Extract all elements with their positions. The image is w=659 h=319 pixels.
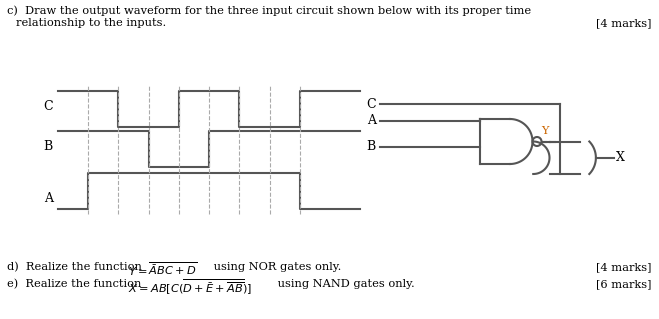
- Text: A: A: [44, 192, 53, 205]
- Text: relationship to the inputs.: relationship to the inputs.: [16, 18, 166, 28]
- Text: c)  Draw the output waveform for the three input circuit shown below with its pr: c) Draw the output waveform for the thre…: [7, 5, 531, 16]
- Text: X: X: [616, 151, 625, 164]
- Text: Y: Y: [541, 127, 548, 137]
- Text: e)  Realize the function: e) Realize the function: [7, 279, 145, 289]
- Text: B: B: [43, 139, 53, 152]
- Text: [4 marks]: [4 marks]: [596, 18, 652, 28]
- Text: d)  Realize the function: d) Realize the function: [7, 262, 146, 272]
- Text: $Y = \overline{\bar{A}BC + D}$: $Y = \overline{\bar{A}BC + D}$: [128, 261, 197, 278]
- Text: using NAND gates only.: using NAND gates only.: [274, 279, 415, 289]
- Text: [4 marks]: [4 marks]: [596, 262, 652, 272]
- Text: using NOR gates only.: using NOR gates only.: [210, 262, 341, 272]
- Text: C: C: [43, 100, 53, 113]
- Text: B: B: [367, 140, 376, 153]
- Text: C: C: [366, 98, 376, 110]
- Text: [6 marks]: [6 marks]: [596, 279, 652, 289]
- Text: $X = AB[C(\overline{D + \bar{E} + \overline{AB}})]$: $X = AB[C(\overline{D + \bar{E} + \overl…: [128, 278, 252, 297]
- Text: A: A: [367, 115, 376, 128]
